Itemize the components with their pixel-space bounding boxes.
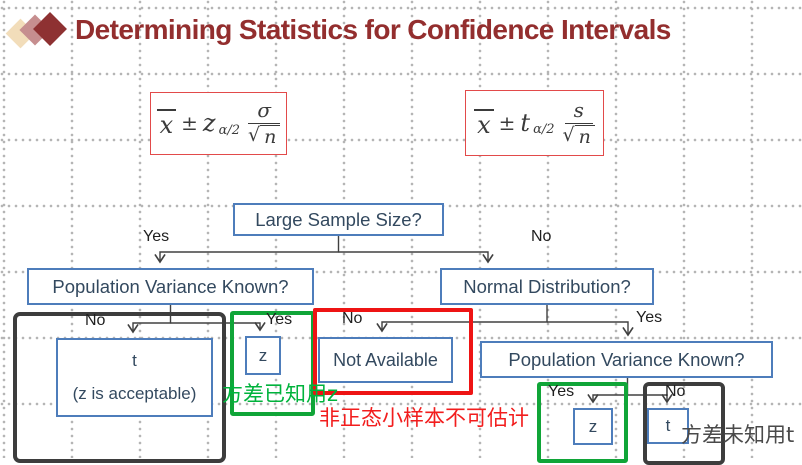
branch-label-no: No <box>531 228 552 245</box>
node-label: t <box>665 416 671 435</box>
z-interval-formula-box: x ± z α/2 σ √ n <box>150 92 287 155</box>
branch-label-yes: Yes <box>548 383 575 400</box>
alpha-subscript: α/2 <box>533 122 555 138</box>
alpha-subscript: α/2 <box>218 122 241 138</box>
node-t-right: t <box>647 408 689 444</box>
node-label: (z is acceptable) <box>72 383 197 403</box>
branch-label-no: No <box>85 312 106 329</box>
annotation-non-normal: 非正态小样本不可估计 <box>319 406 529 430</box>
z-statistic-symbol: z <box>202 109 216 138</box>
node-label: t <box>132 351 137 371</box>
plus-minus-symbol: ± <box>498 110 516 135</box>
node-t-z-acceptable: t (z is acceptable) <box>56 338 213 417</box>
branch-label-yes: Yes <box>266 311 293 328</box>
node-label: z <box>258 345 268 365</box>
annotation-variance-unknown: 方差未知用t <box>681 423 795 447</box>
node-z-left: z <box>245 336 281 375</box>
node-normal-distribution: Normal Distribution? <box>440 268 654 305</box>
n-denominator: n <box>260 125 281 148</box>
node-label: Not Available <box>333 349 438 370</box>
plus-minus-symbol: ± <box>181 111 198 136</box>
page-title: Determining Statistics for Confidence In… <box>75 14 671 45</box>
slide-title-bar: Determining Statistics for Confidence In… <box>0 0 802 60</box>
branch-label-yes: Yes <box>143 228 170 245</box>
fraction: s √ n <box>563 99 595 148</box>
node-population-variance-known-left: Population Variance Known? <box>27 268 314 305</box>
annotation-variance-known: 方差已知用z <box>222 382 339 406</box>
radical-sign: √ <box>248 124 261 147</box>
xbar-symbol: x <box>156 109 177 137</box>
node-z-right: z <box>573 408 613 445</box>
node-label: Population Variance Known? <box>508 348 745 370</box>
node-label: Population Variance Known? <box>52 275 289 297</box>
node-label: Large Sample Size? <box>255 208 422 230</box>
t-interval-formula-box: x ± t α/2 s √ n <box>465 90 604 156</box>
t-statistic-symbol: t <box>520 108 531 137</box>
xbar-symbol: x <box>474 108 494 137</box>
node-label: Normal Distribution? <box>463 275 631 297</box>
branch-label-no: No <box>342 310 363 327</box>
fraction: σ √ n <box>248 99 281 148</box>
branch-label-no: No <box>665 383 686 400</box>
radical-sign: √ <box>562 123 575 146</box>
node-population-variance-known-right: Population Variance Known? <box>480 341 773 378</box>
branch-label-yes: Yes <box>636 309 663 326</box>
node-label: z <box>588 416 598 436</box>
node-large-sample-size: Large Sample Size? <box>233 203 444 236</box>
not-available-highlight-rect <box>313 308 473 395</box>
n-denominator: n <box>574 124 595 148</box>
node-not-available: Not Available <box>318 337 453 383</box>
sigma-numerator: σ <box>248 99 281 125</box>
s-numerator: s <box>564 99 593 124</box>
